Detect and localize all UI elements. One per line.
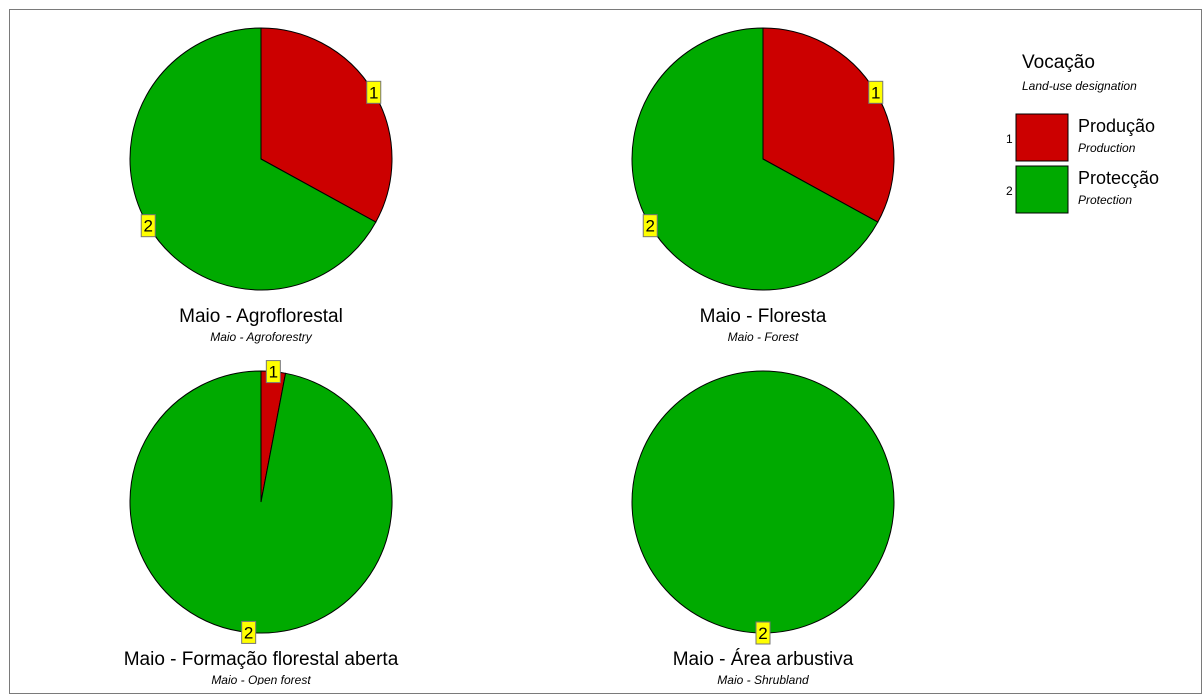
legend-sublabel: Production [1078, 141, 1136, 155]
pie-chart-3: 1 2 Maio - Formação florestal aberta Maio -… [124, 360, 399, 685]
slice-label-2: 2 [140, 214, 156, 238]
pie-title: Maio - Área arbustiva [673, 649, 854, 670]
legend-item-1: 1 Produção Production [1006, 113, 1155, 162]
pie-subtitle: Maio - Open forest [211, 673, 311, 685]
pie-chart-1: 1 2 Maio - Agroflorestal Maio - Agroforestr… [129, 27, 393, 344]
slice-label-2: 2 [241, 620, 257, 644]
svg-text:2: 2 [646, 217, 655, 236]
pie-slice-2 [631, 370, 895, 634]
slice-label-2: 2 [642, 214, 658, 238]
legend-code: 1 [1006, 132, 1013, 146]
pie-chart-4: 2 Maio - Área arbustiva Maio - Shrubland [631, 370, 895, 685]
pie-chart-2: 1 2 Maio - Floresta Maio - Forest [631, 27, 895, 344]
svg-text:2: 2 [244, 623, 253, 642]
pie-title: Maio - Agroflorestal [179, 306, 343, 327]
svg-text:2: 2 [758, 624, 767, 643]
slice-label-1: 1 [265, 360, 281, 384]
legend: Vocação Land-use designation 1 Produção Prod… [1006, 52, 1159, 214]
legend-item-2: 2 Protecção Protection [1006, 165, 1159, 214]
slice-label-2: 2 [755, 621, 771, 645]
chart-canvas: 1 2 Maio - Agroflorestal Maio - Agroforestr… [124, 27, 1159, 685]
pie-title: Maio - Floresta [700, 306, 827, 327]
legend-swatch [1015, 165, 1069, 214]
svg-text:1: 1 [369, 83, 378, 102]
legend-subtitle: Land-use designation [1022, 79, 1137, 93]
legend-code: 2 [1006, 184, 1013, 198]
svg-text:1: 1 [269, 363, 278, 382]
pie-slice-2 [129, 370, 393, 634]
pie-subtitle: Maio - Agroforestry [210, 330, 313, 344]
pie-title: Maio - Formação florestal aberta [124, 649, 399, 670]
pie-subtitle: Maio - Shrubland [717, 673, 809, 685]
svg-text:1: 1 [871, 83, 880, 102]
legend-label: Protecção [1078, 168, 1159, 188]
legend-label: Produção [1078, 116, 1155, 136]
legend-title: Vocação [1022, 52, 1095, 73]
slice-label-1: 1 [366, 80, 382, 104]
slice-label-1: 1 [868, 80, 884, 104]
svg-text:2: 2 [144, 217, 153, 236]
pie-subtitle: Maio - Forest [728, 330, 799, 344]
legend-sublabel: Protection [1078, 193, 1132, 207]
legend-swatch [1015, 113, 1069, 162]
chart-frame: 1 2 Maio - Agroflorestal Maio - Agroforestr… [9, 9, 1202, 694]
